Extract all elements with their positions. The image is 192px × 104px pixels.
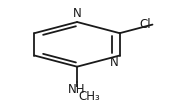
Text: CH₃: CH₃: [79, 90, 100, 103]
Text: N: N: [73, 7, 81, 20]
Text: Cl: Cl: [139, 18, 151, 31]
Text: NH: NH: [68, 83, 86, 96]
Text: N: N: [109, 56, 118, 69]
